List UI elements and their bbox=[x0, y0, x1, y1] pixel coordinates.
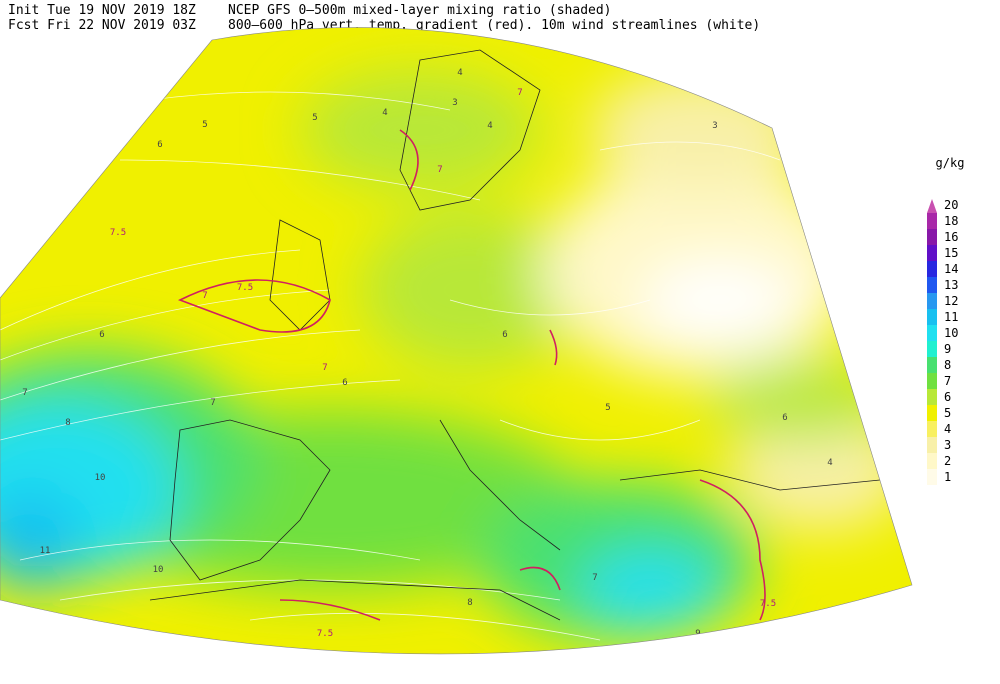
contour-label: 5 bbox=[605, 403, 610, 413]
legend-swatch bbox=[927, 357, 937, 373]
legend-swatch bbox=[927, 389, 937, 405]
init-time: Init Tue 19 NOV 2019 18Z bbox=[8, 3, 196, 18]
legend-label: 4 bbox=[944, 422, 951, 436]
legend-swatch bbox=[927, 373, 937, 389]
contour-label: 6 bbox=[782, 413, 787, 423]
legend-label: 9 bbox=[944, 342, 951, 356]
contour-label: 7.5 bbox=[110, 228, 126, 238]
legend-swatch bbox=[927, 261, 937, 277]
legend-swatch bbox=[927, 277, 937, 293]
legend-swatch bbox=[927, 341, 937, 357]
legend-swatch bbox=[927, 213, 937, 229]
legend-label: 12 bbox=[944, 294, 958, 308]
contour-label: 11 bbox=[40, 546, 51, 556]
contour-label: 6 bbox=[502, 330, 507, 340]
contour-label: 2 bbox=[777, 141, 782, 151]
contour-label: 4 bbox=[487, 121, 492, 131]
legend-label: 11 bbox=[944, 310, 958, 324]
legend-label: 15 bbox=[944, 246, 958, 260]
contour-label: 7.5 bbox=[760, 599, 776, 609]
contour-label: 4 bbox=[457, 68, 462, 78]
temperature-gradient-contours bbox=[178, 129, 766, 621]
contour-label: 4 bbox=[382, 108, 387, 118]
contour-label: 10 bbox=[153, 565, 164, 575]
contour-label: 7.5 bbox=[317, 629, 333, 639]
legend-swatch bbox=[927, 293, 937, 309]
legend-unit: g/kg bbox=[936, 156, 965, 170]
legend-label: 16 bbox=[944, 230, 958, 244]
contour-label: 7 bbox=[22, 388, 27, 398]
contour-label: 7 bbox=[202, 291, 207, 301]
legend-label: 18 bbox=[944, 214, 958, 228]
contour-label: 7.5 bbox=[237, 283, 253, 293]
legend-label: 2 bbox=[944, 454, 951, 468]
legend-label: 6 bbox=[944, 390, 951, 404]
legend-label: 7 bbox=[944, 374, 951, 388]
contour-label: 7 bbox=[437, 165, 442, 175]
legend-swatch bbox=[927, 309, 937, 325]
legend-label: 10 bbox=[944, 326, 958, 340]
legend-label: 5 bbox=[944, 406, 951, 420]
forecast-time: Fcst Fri 22 NOV 2019 03Z bbox=[8, 18, 196, 33]
legend-swatch bbox=[927, 469, 937, 485]
coastlines bbox=[149, 49, 881, 621]
legend-swatch bbox=[927, 325, 937, 341]
legend-swatch bbox=[927, 229, 937, 245]
legend-arrow bbox=[927, 199, 937, 213]
contour-label: 5 bbox=[312, 113, 317, 123]
legend-swatch bbox=[927, 453, 937, 469]
map-border bbox=[0, 27, 913, 655]
legend-swatch bbox=[927, 405, 937, 421]
contour-label: 3 bbox=[712, 121, 717, 131]
contour-label: 6 bbox=[342, 378, 347, 388]
legend-swatch bbox=[927, 245, 937, 261]
contour-label: 7 bbox=[517, 88, 522, 98]
contour-label: 7 bbox=[322, 363, 327, 373]
contour-label: 7 bbox=[592, 573, 597, 583]
contour-label: 5 bbox=[202, 120, 207, 130]
contour-label: 3 bbox=[452, 98, 457, 108]
legend-label: 13 bbox=[944, 278, 958, 292]
contour-label: 7 bbox=[210, 398, 215, 408]
legend-label: 20 bbox=[944, 198, 958, 212]
title-line: NCEP GFS 0–500m mixed-layer mixing ratio… bbox=[228, 3, 612, 18]
legend-label: 14 bbox=[944, 262, 958, 276]
legend-label: 3 bbox=[944, 438, 951, 452]
contour-label: 4 bbox=[827, 458, 832, 468]
legend-label: 8 bbox=[944, 358, 951, 372]
legend-swatch bbox=[927, 421, 937, 437]
contour-label: 10 bbox=[95, 473, 106, 483]
contour-label: 8 bbox=[65, 418, 70, 428]
contour-label: 8 bbox=[467, 598, 472, 608]
contour-label: 6 bbox=[157, 140, 162, 150]
contour-label: 6 bbox=[99, 330, 104, 340]
legend-swatch bbox=[927, 437, 937, 453]
legend-label: 1 bbox=[944, 470, 951, 484]
